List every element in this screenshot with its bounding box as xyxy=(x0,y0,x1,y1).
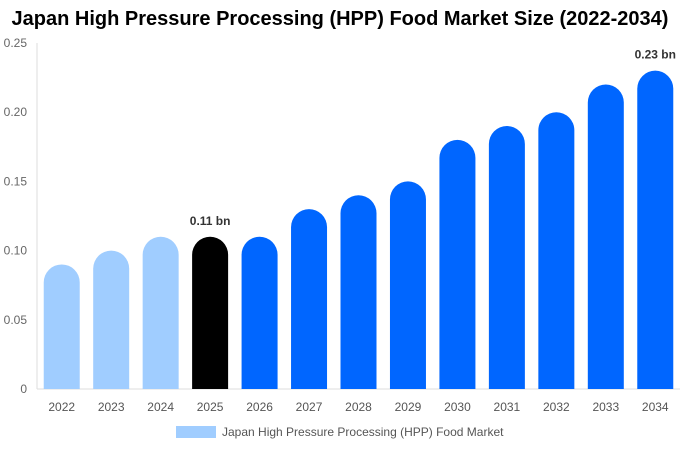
data-label: 0.11 bn xyxy=(190,214,231,228)
y-tick-label: 0.25 xyxy=(4,36,28,50)
bar-2022 xyxy=(43,264,80,389)
y-tick-label: 0.20 xyxy=(4,105,28,119)
data-label: 0.23 bn xyxy=(635,48,676,62)
bar-2024 xyxy=(142,236,179,389)
x-tick-label: 2030 xyxy=(444,400,471,414)
bar-2033 xyxy=(587,84,624,390)
x-tick-label: 2027 xyxy=(296,400,323,414)
y-tick-label: 0.10 xyxy=(4,244,28,258)
chart-title: Japan High Pressure Processing (HPP) Foo… xyxy=(11,8,669,30)
bar-2026 xyxy=(241,236,278,389)
bar-2031 xyxy=(488,126,525,390)
x-tick-label: 2023 xyxy=(98,400,125,414)
bar-2032 xyxy=(538,112,575,389)
x-tick-label: 2031 xyxy=(494,400,521,414)
x-tick-label: 2024 xyxy=(147,400,174,414)
x-tick-label: 2022 xyxy=(48,400,75,414)
bar-2034 xyxy=(637,70,674,390)
x-tick-label: 2028 xyxy=(345,400,372,414)
legend-label: Japan High Pressure Processing (HPP) Foo… xyxy=(222,425,504,439)
y-tick-label: 0.05 xyxy=(4,313,28,327)
bar-2030 xyxy=(439,139,476,389)
bar-2028 xyxy=(340,195,377,389)
legend-swatch xyxy=(176,426,216,438)
y-tick-label: 0.15 xyxy=(4,174,28,188)
x-tick-label: 2033 xyxy=(592,400,619,414)
bar-2029 xyxy=(389,181,426,389)
bar-2025 xyxy=(192,236,229,389)
x-tick-label: 2032 xyxy=(543,400,570,414)
x-tick-label: 2034 xyxy=(642,400,669,414)
bar-2027 xyxy=(291,209,328,389)
x-tick-label: 2029 xyxy=(395,400,422,414)
y-tick-label: 0 xyxy=(20,382,27,396)
legend: Japan High Pressure Processing (HPP) Foo… xyxy=(176,425,503,439)
x-tick-label: 2025 xyxy=(197,400,224,414)
bar-2023 xyxy=(93,250,130,389)
x-tick-label: 2026 xyxy=(246,400,273,414)
